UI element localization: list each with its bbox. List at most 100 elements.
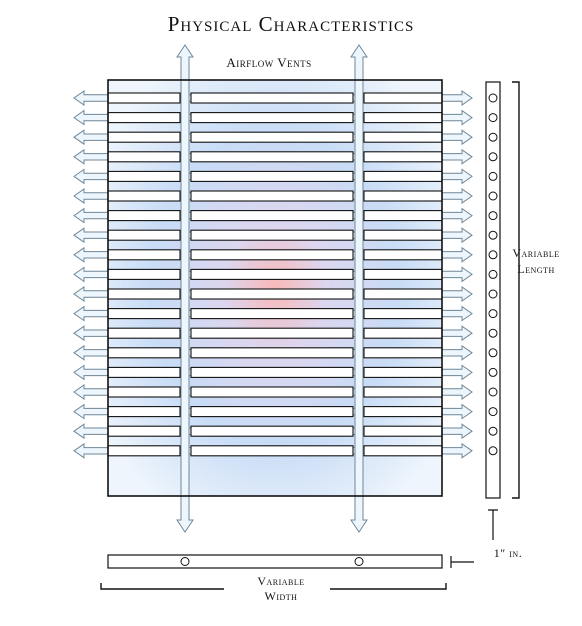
vertical-airflow-arrow <box>350 44 368 533</box>
vent-slat <box>363 151 443 163</box>
bottom-edge-hole <box>354 557 364 566</box>
vent-slat <box>363 190 443 202</box>
page-title: Physical Characteristics <box>167 12 415 36</box>
vent-slat <box>363 131 443 143</box>
thickness-marker <box>488 509 498 540</box>
vent-slat <box>107 210 181 222</box>
vent-slat <box>363 229 443 241</box>
vent-slat <box>190 347 354 359</box>
vent-slat <box>190 268 354 280</box>
vent-slat <box>190 170 354 182</box>
width-bracket-right <box>330 583 447 590</box>
vent-slat <box>107 347 181 359</box>
variable-length-line2: Length <box>517 262 555 276</box>
vent-slat <box>107 288 181 300</box>
bottom-edge-hole <box>180 557 190 566</box>
variable-length-line1: Variable <box>512 246 560 260</box>
vent-slat <box>190 386 354 398</box>
vent-slat <box>190 112 354 124</box>
thickness-bracket <box>450 556 474 568</box>
side-edge-hole <box>488 348 498 358</box>
vertical-airflow-arrows <box>176 44 368 533</box>
vent-slat <box>363 445 443 457</box>
vent-slat <box>363 112 443 124</box>
vent-slat <box>363 347 443 359</box>
variable-width-line1: Variable <box>257 574 305 588</box>
vent-slat <box>107 386 181 398</box>
vent-slat <box>190 308 354 320</box>
side-edge-hole <box>488 93 498 103</box>
vent-slat <box>190 151 354 163</box>
vent-slat <box>363 366 443 378</box>
side-edge-hole <box>488 289 498 299</box>
vent-slat <box>190 366 354 378</box>
side-edge-hole <box>488 387 498 397</box>
side-edge-hole <box>488 407 498 417</box>
side-edge-hole <box>488 230 498 240</box>
side-edge-hole <box>488 152 498 162</box>
side-edge-hole <box>488 309 498 319</box>
vent-slat <box>363 308 443 320</box>
vent-slat <box>190 131 354 143</box>
side-edge-hole <box>488 269 498 279</box>
vent-slat <box>363 170 443 182</box>
vent-slat <box>190 92 354 104</box>
bottom-edge-holes <box>180 557 364 566</box>
filter-body-outline <box>107 79 443 497</box>
vent-slat <box>363 92 443 104</box>
side-edge-hole <box>488 132 498 142</box>
length-bracket <box>512 81 520 499</box>
vent-slat <box>363 288 443 300</box>
vent-slat <box>363 249 443 261</box>
side-edge-hole <box>488 446 498 456</box>
vent-slat <box>107 445 181 457</box>
vent-slat <box>107 406 181 418</box>
vent-slat <box>107 151 181 163</box>
vent-slat <box>107 190 181 202</box>
vent-slat <box>107 425 181 437</box>
vertical-airflow-arrow <box>176 44 194 533</box>
vent-slat <box>363 210 443 222</box>
side-edge-hole <box>488 171 498 181</box>
side-edge-hole <box>488 211 498 221</box>
side-edge-hole <box>488 426 498 436</box>
side-edge-hole <box>488 367 498 377</box>
side-edge-holes <box>488 93 498 456</box>
vent-slat <box>190 425 354 437</box>
vent-slat <box>107 131 181 143</box>
side-edge-hole <box>488 328 498 338</box>
vent-slat <box>363 268 443 280</box>
vent-slat <box>363 386 443 398</box>
vent-slat <box>190 288 354 300</box>
vent-slat <box>190 210 354 222</box>
side-edge-hole <box>488 191 498 201</box>
vent-slat <box>190 229 354 241</box>
vent-slat <box>107 249 181 261</box>
variable-length-label: Variable Length <box>496 245 576 277</box>
variable-width-line2: Width <box>264 589 298 603</box>
side-edge-hole <box>488 113 498 123</box>
vent-slat <box>190 190 354 202</box>
vent-slat <box>107 308 181 320</box>
bottom-edge-strip <box>107 554 443 569</box>
vent-slat <box>107 268 181 280</box>
vent-slat <box>107 92 181 104</box>
variable-width-label: Variable Width <box>230 574 332 604</box>
vent-slat <box>190 406 354 418</box>
vent-slat <box>363 327 443 339</box>
vent-slat <box>190 327 354 339</box>
vent-slat <box>107 229 181 241</box>
vent-slat <box>363 425 443 437</box>
vent-slat <box>107 112 181 124</box>
vent-slat <box>107 366 181 378</box>
vent-slat <box>190 249 354 261</box>
vent-slat <box>107 327 181 339</box>
thickness-label: 1″ in. <box>493 546 523 560</box>
vent-slat <box>363 406 443 418</box>
vent-slat <box>107 170 181 182</box>
airflow-vents-label: Airflow Vents <box>226 55 312 70</box>
vent-slat <box>190 445 354 457</box>
width-bracket-left <box>100 583 224 590</box>
side-edge-hole <box>488 250 498 260</box>
